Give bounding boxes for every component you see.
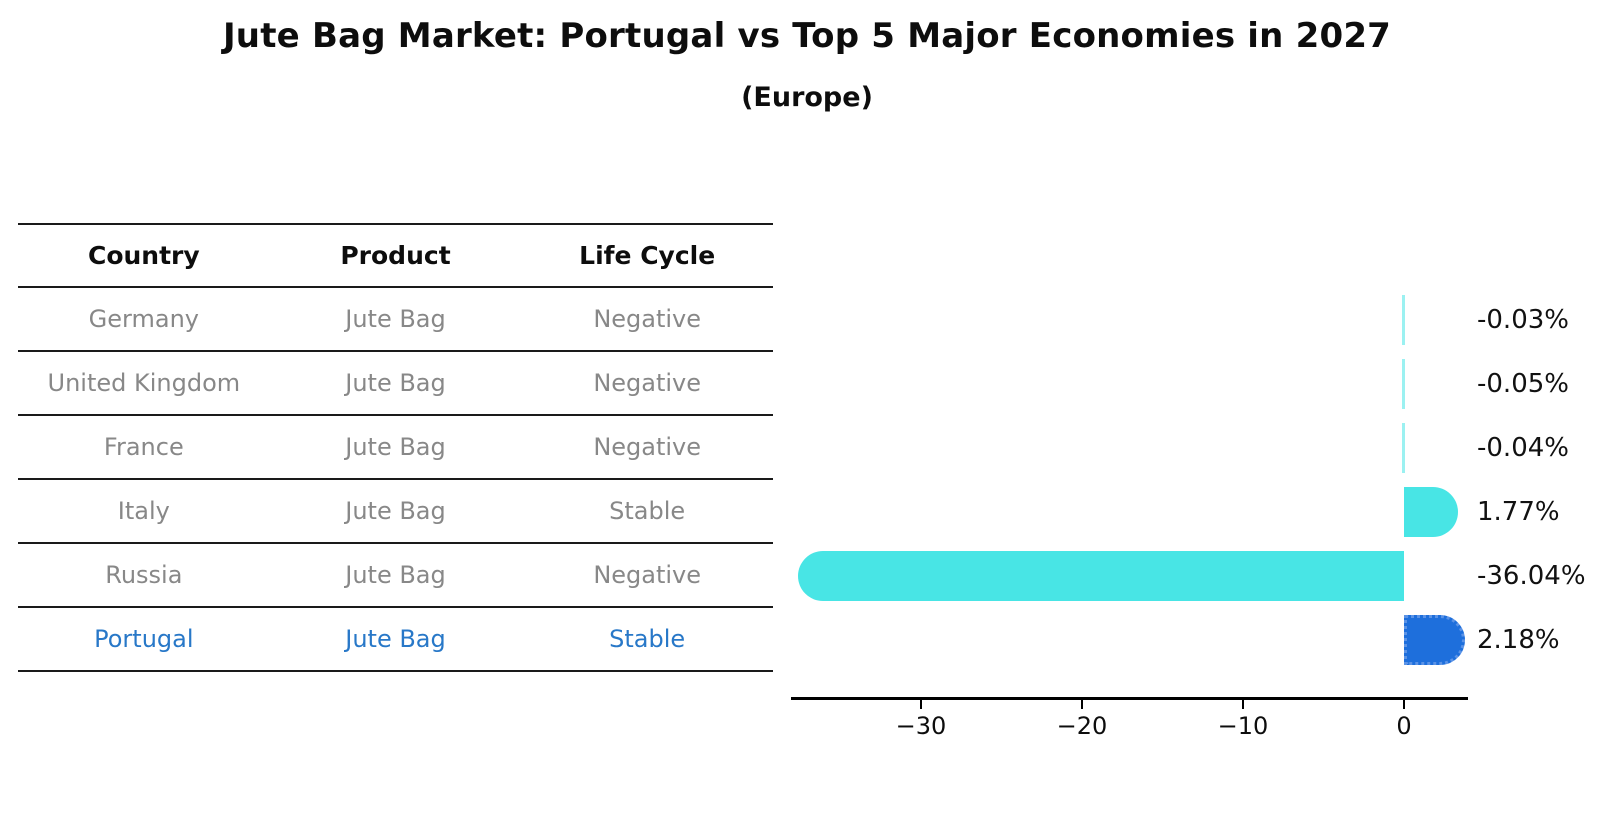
bar-value-russia: -36.04% <box>1477 561 1586 591</box>
bar-germany <box>1402 295 1405 345</box>
x-axis-line <box>791 697 1468 700</box>
bar-value-italy: 1.77% <box>1477 497 1560 527</box>
x-axis-tick-label: 0 <box>1396 712 1412 740</box>
bar-value-germany: -0.03% <box>1477 305 1569 335</box>
chart-subtitle: (Europe) <box>741 82 873 113</box>
x-axis-tick <box>920 700 922 709</box>
table-row-united-kingdom: United Kingdom Jute Bag Negative <box>18 352 773 416</box>
cell-country: Germany <box>88 305 199 333</box>
cell-country: Portugal <box>94 625 194 653</box>
cell-life-cycle: Negative <box>593 561 702 589</box>
column-header-life-cycle: Life Cycle <box>579 241 716 270</box>
bar-value-france: -0.04% <box>1477 433 1569 463</box>
table-row-france: France Jute Bag Negative <box>18 416 773 480</box>
table-row-germany: Germany Jute Bag Negative <box>18 288 773 352</box>
bar-russia <box>797 551 1404 601</box>
cell-product: Jute Bag <box>345 625 446 653</box>
column-header-country: Country <box>87 241 200 270</box>
bar-united-kingdom <box>1402 359 1405 409</box>
table-row-italy: Italy Jute Bag Stable <box>18 480 773 544</box>
cell-life-cycle: Stable <box>609 625 686 653</box>
x-axis-tick-label: −20 <box>1056 712 1108 740</box>
cell-product: Jute Bag <box>345 497 446 525</box>
cell-product: Jute Bag <box>345 305 446 333</box>
cell-product: Jute Bag <box>345 369 446 397</box>
bar-value-united-kingdom: -0.05% <box>1477 369 1569 399</box>
cell-life-cycle: Negative <box>593 305 702 333</box>
table-header-row: Country Product Life Cycle <box>18 223 773 288</box>
cell-life-cycle: Negative <box>593 369 702 397</box>
chart-title: Jute Bag Market: Portugal vs Top 5 Major… <box>222 16 1392 56</box>
country-table: Country Product Life Cycle Germany Jute … <box>18 223 773 672</box>
bar-value-portugal: 2.18% <box>1477 625 1560 655</box>
cell-life-cycle: Negative <box>593 433 702 461</box>
x-axis-tick <box>1081 700 1083 709</box>
x-axis-tick <box>1403 700 1405 709</box>
table-row-russia: Russia Jute Bag Negative <box>18 544 773 608</box>
bar-italy <box>1404 487 1459 537</box>
table-row-portugal: Portugal Jute Bag Stable <box>18 608 773 672</box>
bar-portugal <box>1404 615 1466 665</box>
cell-country: France <box>103 433 184 461</box>
x-axis-tick <box>1242 700 1244 709</box>
cell-product: Jute Bag <box>345 433 446 461</box>
x-axis-tick-label: −30 <box>895 712 947 740</box>
cell-country: Russia <box>105 561 183 589</box>
cell-country: Italy <box>117 497 170 525</box>
x-axis-tick-label: −10 <box>1217 712 1269 740</box>
bar-france <box>1402 423 1405 473</box>
cell-country: United Kingdom <box>47 369 241 397</box>
column-header-product: Product <box>340 241 451 270</box>
cell-product: Jute Bag <box>345 561 446 589</box>
cell-life-cycle: Stable <box>609 497 686 525</box>
